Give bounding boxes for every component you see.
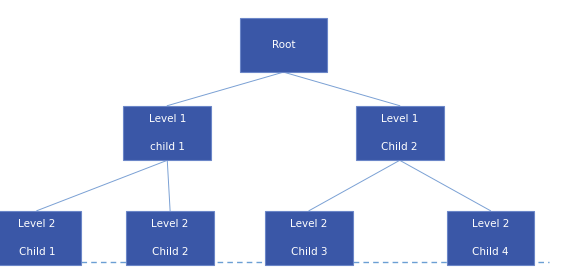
Text: Level 2

Child 2: Level 2 Child 2 <box>151 219 189 257</box>
Text: Level 2

Child 4: Level 2 Child 4 <box>472 219 509 257</box>
FancyBboxPatch shape <box>447 211 534 265</box>
Text: Level 1

Child 2: Level 1 Child 2 <box>381 114 418 152</box>
FancyBboxPatch shape <box>356 106 443 160</box>
FancyBboxPatch shape <box>239 17 328 72</box>
Text: Level 1

child 1: Level 1 child 1 <box>149 114 186 152</box>
FancyBboxPatch shape <box>126 211 214 265</box>
Text: Root: Root <box>272 40 295 50</box>
FancyBboxPatch shape <box>265 211 353 265</box>
FancyBboxPatch shape <box>0 211 81 265</box>
FancyBboxPatch shape <box>123 106 211 160</box>
Text: Level 2

Child 3: Level 2 Child 3 <box>290 219 328 257</box>
Text: Level 2

Child 1: Level 2 Child 1 <box>18 219 56 257</box>
